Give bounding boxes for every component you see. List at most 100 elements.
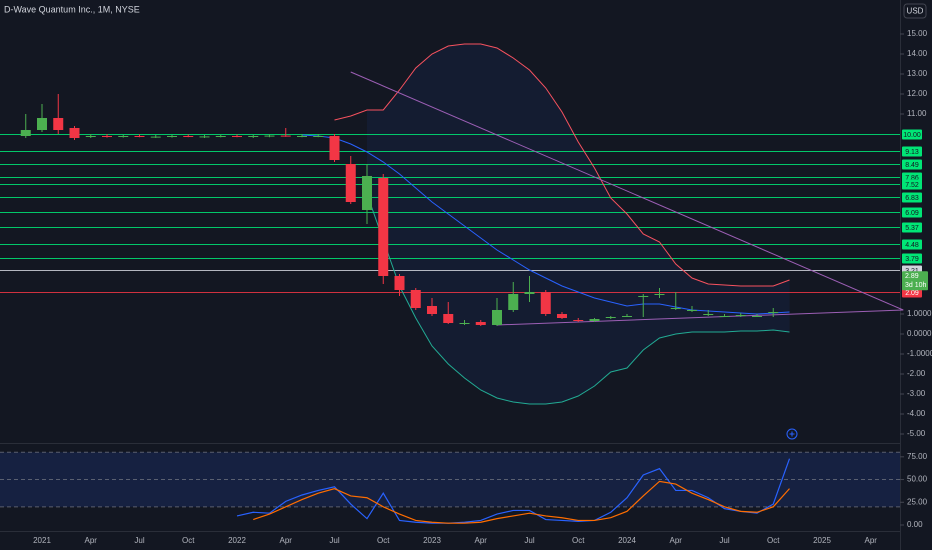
x-tick-label: 2021 (33, 536, 51, 545)
level-label: 4.48 (905, 242, 919, 249)
candle-body (118, 136, 129, 137)
candle-body (183, 136, 194, 137)
currency-button[interactable] (903, 3, 927, 19)
level-tag (902, 146, 922, 157)
candle-body (638, 296, 649, 297)
x-tick-label: Oct (572, 536, 585, 545)
candle-body (443, 314, 454, 323)
candle-body (134, 136, 145, 137)
x-tick-label: 2024 (618, 536, 636, 545)
level-label: 8.49 (905, 162, 919, 169)
candle-body (654, 294, 665, 295)
symbol-title: D-Wave Quantum Inc., 1M, NYSE (4, 4, 140, 14)
level-label: 5.37 (905, 225, 919, 232)
level-label: 7.86 (905, 175, 919, 182)
trendline (496, 309, 904, 326)
y-tick-label: 14.00 (907, 49, 928, 58)
candle-body (102, 136, 112, 137)
level-tag (902, 192, 922, 203)
candle-body (670, 308, 681, 309)
candle-body (215, 136, 226, 137)
candle-body (573, 320, 584, 321)
level-label: 9.13 (905, 149, 919, 156)
indicator-line (334, 43, 790, 287)
candle-body (703, 314, 714, 315)
y-tick-label: 0.0000 (907, 329, 932, 338)
level-tag (902, 159, 922, 170)
candle-body (752, 316, 762, 317)
x-tick-label: 2025 (813, 536, 831, 545)
add-button[interactable] (786, 428, 798, 440)
candle-body (37, 118, 47, 130)
level-label: 10.00 (903, 132, 921, 139)
x-tick-label: Oct (182, 536, 195, 545)
candle-body (394, 276, 405, 290)
level-tag (902, 129, 922, 140)
level-tag (902, 179, 922, 190)
indicator-line (366, 193, 790, 405)
candle-body (735, 315, 746, 316)
x-tick-label: Jul (134, 536, 144, 545)
candle-body (199, 136, 210, 138)
candle-body (557, 314, 567, 318)
level-label: 2.09 (905, 290, 919, 297)
candle-body (248, 136, 259, 137)
candle-body (313, 136, 324, 137)
y-tick-label: 25.00 (907, 497, 928, 506)
last-price-label: 2.89 (905, 273, 919, 280)
indicator-line (236, 458, 791, 524)
candle-body (410, 290, 421, 308)
level-label: 7.52 (905, 182, 919, 189)
candle-body (280, 135, 291, 137)
y-tick-label: 13.00 (907, 69, 928, 78)
y-tick-label: -4.00 (907, 409, 926, 418)
level-tag (902, 239, 922, 250)
x-tick-label: Jul (719, 536, 729, 545)
candle-body (20, 130, 31, 136)
candle-body (589, 319, 600, 321)
x-tick-label: Apr (280, 536, 293, 545)
level-label: 6.09 (905, 210, 919, 217)
candle-body (687, 310, 697, 311)
candle-body (53, 118, 64, 130)
candle-body (85, 136, 96, 137)
candle-body (345, 164, 356, 202)
x-tick-label: Apr (670, 536, 683, 545)
candle-body (427, 306, 437, 314)
x-tick-label: Apr (85, 536, 98, 545)
y-tick-label: -1.0000 (907, 349, 932, 358)
candle-body (459, 323, 470, 324)
y-tick-label: -5.00 (907, 429, 926, 438)
y-tick-label: 11.00 (907, 109, 927, 118)
add-circle[interactable] (786, 428, 798, 440)
last-price-tag (902, 271, 928, 291)
level-label: 6.83 (905, 195, 919, 202)
candle-body (492, 310, 502, 325)
x-tick-label: Jul (329, 536, 339, 545)
y-tick-label: 75.00 (907, 452, 928, 461)
y-tick-label: 50.00 (907, 475, 928, 484)
countdown-label: 3d 10h (905, 282, 927, 289)
y-tick-label: -3.00 (907, 389, 926, 398)
x-tick-label: Oct (767, 536, 780, 545)
y-tick-label: 1.0000 (907, 309, 932, 318)
x-tick-label: Oct (377, 536, 390, 545)
currency-label[interactable]: USD (907, 7, 924, 16)
candle-body (508, 294, 519, 310)
y-tick-label: 15.00 (907, 29, 928, 38)
candle-body (264, 135, 275, 137)
candle-body (362, 176, 372, 210)
candle-body (605, 317, 616, 318)
candle-body (622, 316, 632, 317)
y-tick-label: 0.00 (907, 520, 923, 529)
level-label: 3.79 (905, 256, 919, 263)
candle-body (768, 312, 779, 313)
y-tick-label: -2.00 (907, 369, 926, 378)
add-plus[interactable] (789, 431, 795, 437)
indicator-line (253, 480, 790, 524)
candle-body (232, 136, 242, 137)
candle-body (69, 128, 80, 138)
